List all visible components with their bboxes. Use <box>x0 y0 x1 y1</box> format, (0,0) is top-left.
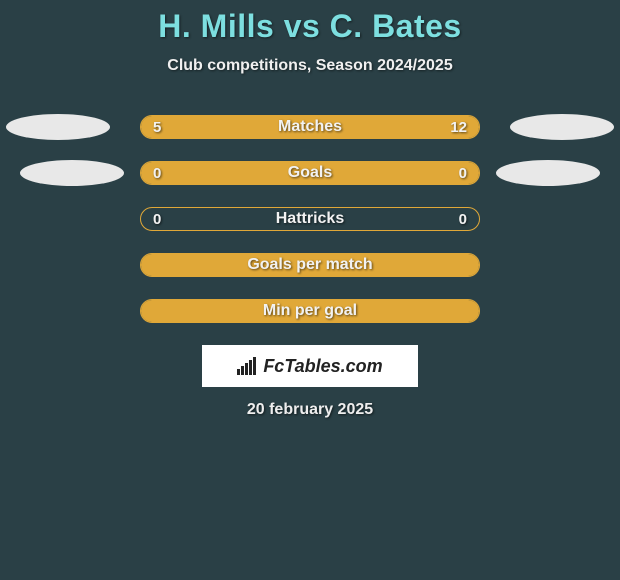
page-subtitle: Club competitions, Season 2024/2025 <box>0 57 620 75</box>
stat-row: Goals per match <box>0 253 620 277</box>
chart-bars-icon <box>237 357 259 375</box>
stat-label: Hattricks <box>141 208 479 230</box>
stat-row: Min per goal <box>0 299 620 323</box>
stat-bar: 00Goals <box>140 161 480 185</box>
stat-row: 00Goals <box>0 161 620 185</box>
comparison-widget: H. Mills vs C. Bates Club competitions, … <box>0 0 620 419</box>
stat-label: Min per goal <box>141 300 479 322</box>
player-right-badge <box>510 114 614 140</box>
player-right-badge <box>496 160 600 186</box>
stat-bar: 512Matches <box>140 115 480 139</box>
date-label: 20 february 2025 <box>0 401 620 419</box>
stat-row: 512Matches <box>0 115 620 139</box>
page-title: H. Mills vs C. Bates <box>0 8 620 45</box>
stat-label: Matches <box>141 116 479 138</box>
player-left-badge <box>20 160 124 186</box>
stat-row: 00Hattricks <box>0 207 620 231</box>
source-logo[interactable]: FcTables.com <box>202 345 418 387</box>
stats-list: 512Matches 00Goals 00Hattricks Goals per ma… <box>0 115 620 323</box>
logo-text: FcTables.com <box>263 356 382 377</box>
player-left-badge <box>6 114 110 140</box>
stat-label: Goals per match <box>141 254 479 276</box>
stat-bar: 00Hattricks <box>140 207 480 231</box>
stat-bar: Goals per match <box>140 253 480 277</box>
stat-bar: Min per goal <box>140 299 480 323</box>
stat-label: Goals <box>141 162 479 184</box>
